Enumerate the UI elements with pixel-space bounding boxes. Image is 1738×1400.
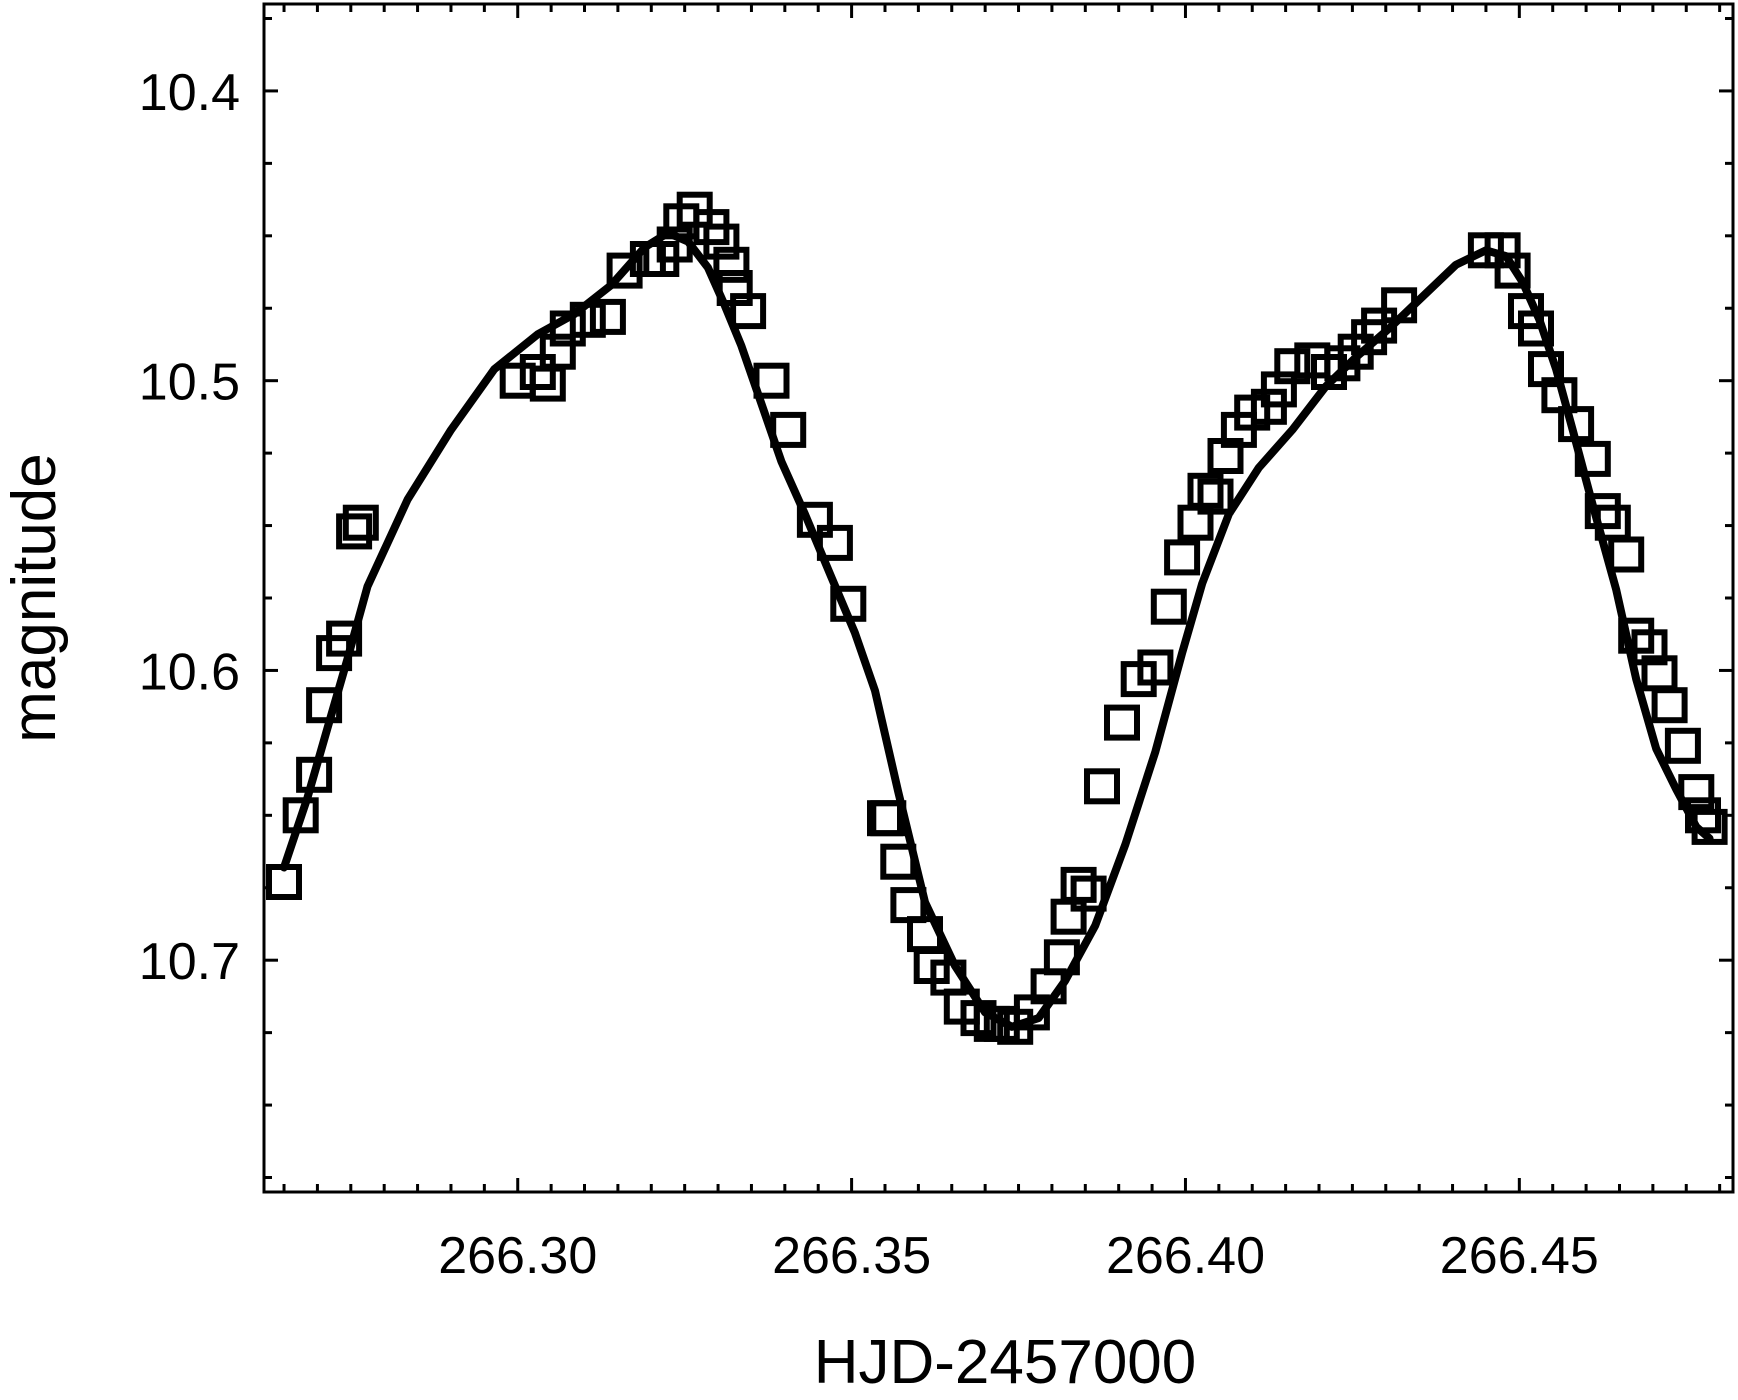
data-point — [1351, 319, 1388, 356]
data-point — [539, 333, 576, 370]
data-point — [499, 362, 536, 399]
data-point — [1584, 493, 1621, 530]
data-point — [1043, 939, 1080, 976]
data-point — [1518, 310, 1554, 347]
y-tick-label: 10.7 — [139, 933, 240, 991]
data-point — [1558, 406, 1595, 443]
data-point — [296, 756, 333, 793]
data-point — [1274, 348, 1311, 385]
data-point — [890, 887, 927, 924]
data-points-layer — [266, 191, 1728, 1045]
data-point — [713, 246, 750, 283]
data-point — [1381, 287, 1418, 324]
y-tick-label: 10.4 — [139, 64, 240, 122]
data-point — [326, 620, 363, 657]
data-point — [796, 501, 833, 538]
y-tick-label: 10.6 — [139, 643, 240, 701]
data-point — [703, 223, 740, 260]
data-point — [1678, 774, 1715, 811]
data-point — [342, 504, 379, 541]
y-axis-label: magnitude — [0, 453, 69, 743]
data-point — [1070, 875, 1107, 912]
data-point — [336, 513, 373, 550]
x-axis-label: HJD-2457000 — [814, 1328, 1197, 1395]
data-point — [1574, 440, 1611, 477]
data-point — [880, 843, 917, 880]
data-point — [1104, 704, 1140, 741]
data-point — [1060, 866, 1097, 903]
fit-curve-layer — [280, 228, 1714, 1031]
data-point — [529, 365, 566, 402]
data-point — [1484, 232, 1521, 269]
data-point — [1664, 727, 1701, 764]
data-point — [870, 800, 907, 837]
tick-marks — [264, 4, 1733, 1192]
x-tick-label: 266.40 — [1106, 1227, 1265, 1285]
data-point — [656, 226, 693, 263]
y-tick-label: 10.5 — [139, 354, 240, 412]
data-point — [1137, 649, 1174, 686]
data-point — [730, 293, 767, 330]
data-point — [1164, 539, 1201, 576]
data-point — [589, 298, 626, 335]
data-point — [266, 864, 302, 900]
data-point — [816, 524, 853, 561]
data-point — [282, 797, 319, 834]
data-point — [1608, 536, 1645, 573]
data-point — [1494, 252, 1531, 289]
data-point — [549, 310, 586, 347]
data-point — [830, 585, 867, 622]
x-tick-label: 266.30 — [438, 1227, 597, 1285]
tick-labels: 266.30 266.35 266.40 266.45 10.4 10.5 10.6 10.7 — [139, 64, 1599, 1285]
data-point — [606, 252, 643, 289]
data-point — [1197, 478, 1234, 515]
data-point — [753, 362, 790, 399]
data-point — [1651, 687, 1688, 724]
data-point — [1187, 472, 1224, 509]
data-point — [1631, 629, 1668, 666]
data-point — [770, 411, 807, 448]
data-point — [1361, 307, 1398, 344]
data-point — [569, 301, 606, 338]
fit-curve — [280, 228, 1714, 1031]
data-point — [1685, 797, 1721, 834]
data-point — [1691, 808, 1728, 845]
data-point — [519, 354, 556, 390]
data-point — [306, 687, 343, 724]
x-tick-label: 266.45 — [1440, 1227, 1599, 1285]
data-point — [1150, 588, 1187, 625]
data-point — [1084, 768, 1120, 805]
x-tick-label: 266.35 — [772, 1227, 931, 1285]
